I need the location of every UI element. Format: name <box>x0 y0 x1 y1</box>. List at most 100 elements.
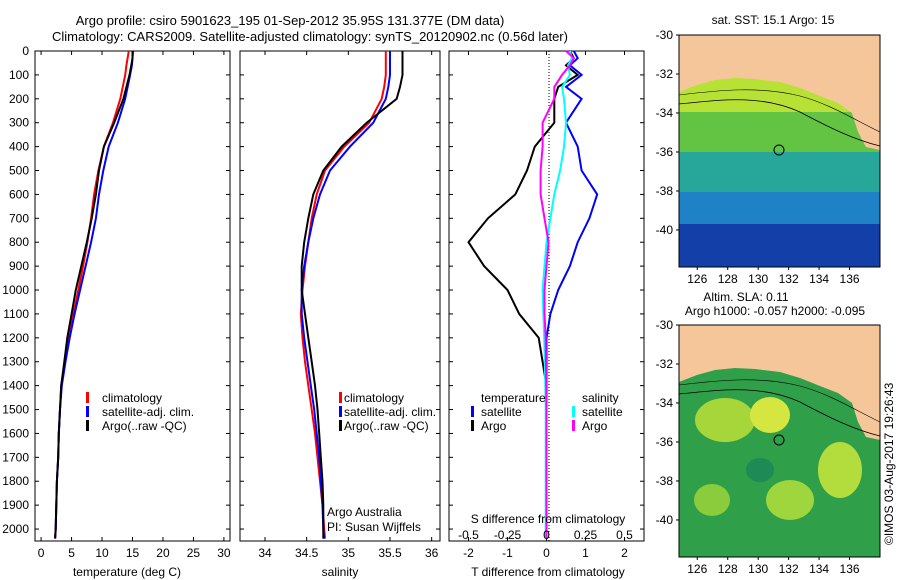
x-tick-label: 20 <box>156 546 170 560</box>
sla-map-lat-axis: -30 -32 -34 -36 -38 -40 <box>656 318 679 527</box>
legend-swatch-temp-argo <box>471 420 474 431</box>
legend-swatch-argo <box>86 420 89 431</box>
lon-tick-label: 126 <box>687 562 707 576</box>
difference-y-ticks <box>449 50 644 530</box>
sst-map-frame <box>678 34 881 268</box>
legend-label-sal-argo: Argo <box>582 419 608 433</box>
legend-label-argo: Argo(..raw -QC) <box>102 419 187 433</box>
x-tick-label: 15 <box>126 546 140 560</box>
lat-tick-label: -32 <box>656 67 674 81</box>
salinity-series <box>299 51 404 539</box>
t-difference-axis-label: T difference from climatology <box>471 565 625 579</box>
legend-swatch-satellite <box>339 406 342 417</box>
lat-tick-label: -38 <box>656 184 674 198</box>
temperature-panel: 0100200300400500600700800900100011001200… <box>2 44 231 579</box>
salinity-legend: climatology satellite-adj. clim. Argo(..… <box>339 391 436 433</box>
depth-tick-label: 1200 <box>2 331 29 345</box>
sst-map-panel: sat. SST: 15.1 Argo: 15 -30-32-34-36-38-… <box>656 13 881 286</box>
sla-map-frame <box>678 324 881 558</box>
sst-cold-band <box>679 192 880 224</box>
s-diff-tick-label: 0 <box>543 528 550 542</box>
credit-argo-australia: Argo Australia <box>327 505 402 519</box>
legend-label-satellite: satellite-adj. clim. <box>344 405 436 419</box>
sla-map-title-line-2: Argo h1000: -0.057 h2000: -0.095 <box>685 304 865 318</box>
sst-bathymetry-contour <box>678 99 881 147</box>
sst-cool-band <box>679 152 880 192</box>
legend-label-climatology: climatology <box>344 391 404 405</box>
series-line-argo <box>539 50 576 539</box>
sla-map-image <box>678 324 881 558</box>
temperature-x-label: temperature (deg C) <box>73 565 181 579</box>
lat-tick-label: -40 <box>656 513 674 527</box>
sst-land-mass <box>679 35 880 150</box>
lat-tick-label: -36 <box>656 435 674 449</box>
x-tick-label: 35.5 <box>378 546 402 560</box>
x-tick-label: 35 <box>342 546 356 560</box>
salinity-panel: 34 34.5 35 35.5 36 climatology satellite-adj… <box>239 50 441 579</box>
depth-tick-label: 1900 <box>2 498 29 512</box>
s-difference-axis-label: S difference from climatology <box>471 512 626 526</box>
lon-tick-label: 130 <box>748 272 768 286</box>
sla-blob <box>695 398 755 442</box>
sst-map-lat-axis: -30 -32 -34 -36 -38 -40 <box>656 28 679 237</box>
depth-tick-label: 1800 <box>2 474 29 488</box>
sst-mid-band <box>679 112 880 152</box>
x-tick-label: 36 <box>425 546 439 560</box>
x-tick-label: 5 <box>68 546 75 560</box>
temperature-legend: climatology satellite-adj. clim. Argo(..… <box>86 391 194 433</box>
series-line-argo-raw-qc- <box>300 51 404 539</box>
depth-tick-label: 1000 <box>2 283 29 297</box>
x-tick-label: -1 <box>502 546 513 560</box>
sla-bathymetry-contour <box>678 389 881 437</box>
lon-tick-label: 130 <box>748 562 768 576</box>
legend-swatch-sal-argo <box>572 420 575 431</box>
s-diff-tick-label: 0.25 <box>574 528 598 542</box>
depth-tick-label: 600 <box>9 187 29 201</box>
title-line-1: Argo profile: csiro 5901623_195 01-Sep-2… <box>76 13 505 28</box>
lon-tick-label: 134 <box>809 272 829 286</box>
sst-map-image <box>678 34 881 268</box>
depth-tick-label: 1400 <box>2 379 29 393</box>
lon-tick-label: 132 <box>779 272 799 286</box>
s-diff-tick-label: -0.25 <box>494 528 522 542</box>
sla-blob <box>694 484 730 516</box>
depth-tick-label: 400 <box>9 140 29 154</box>
credit-pi: PI: Susan Wijffels <box>327 520 421 534</box>
lat-tick-label: -30 <box>656 28 674 42</box>
legend-swatch-temp-satellite <box>471 406 474 417</box>
salinity-x-label: salinity <box>322 565 359 579</box>
lat-tick-label: -38 <box>656 474 674 488</box>
depth-tick-label: 200 <box>9 92 29 106</box>
s-diff-tick-label: 0.5 <box>616 528 633 542</box>
difference-legend: temperature satellite Argo salinity sate… <box>471 391 623 433</box>
depth-tick-label: 900 <box>9 259 29 273</box>
legend-swatch-climatology <box>339 392 342 403</box>
lat-tick-label: -30 <box>656 318 674 332</box>
lat-tick-label: -40 <box>656 223 674 237</box>
depth-tick-label: 300 <box>9 116 29 130</box>
legend-label-climatology: climatology <box>102 391 162 405</box>
sst-coldest-band <box>679 224 880 267</box>
depth-axis: 0 100 200 300 400 500 600 700 800 900 1000 1100 1200… <box>2 44 230 536</box>
temperature-x-axis: 0 5 10 15 20 25 30 <box>38 51 231 560</box>
sla-blob <box>766 480 814 520</box>
legend-swatch-argo <box>339 420 342 431</box>
depth-tick-label: 0 <box>22 44 29 58</box>
lon-tick-label: 128 <box>718 272 738 286</box>
depth-tick-label: 1100 <box>3 307 29 321</box>
sla-blob <box>818 442 862 498</box>
legend-label-temp-satellite: satellite <box>481 405 522 419</box>
lon-tick-label: 136 <box>840 272 860 286</box>
sst-profile-marker <box>773 144 785 156</box>
depth-tick-label: 700 <box>9 211 29 225</box>
x-tick-label: 1 <box>582 546 589 560</box>
depth-tick-label: 800 <box>9 235 29 249</box>
sla-blob-low <box>746 458 774 482</box>
x-tick-label: 2 <box>621 546 628 560</box>
lat-tick-label: -34 <box>656 396 674 410</box>
sla-map-panel: Altim. SLA: 0.11 Argo h1000: -0.057 h200… <box>656 290 881 576</box>
temperature-series <box>54 50 135 539</box>
legend-label-temp-argo: Argo <box>481 419 507 433</box>
legend-swatch-satellite <box>86 406 89 417</box>
